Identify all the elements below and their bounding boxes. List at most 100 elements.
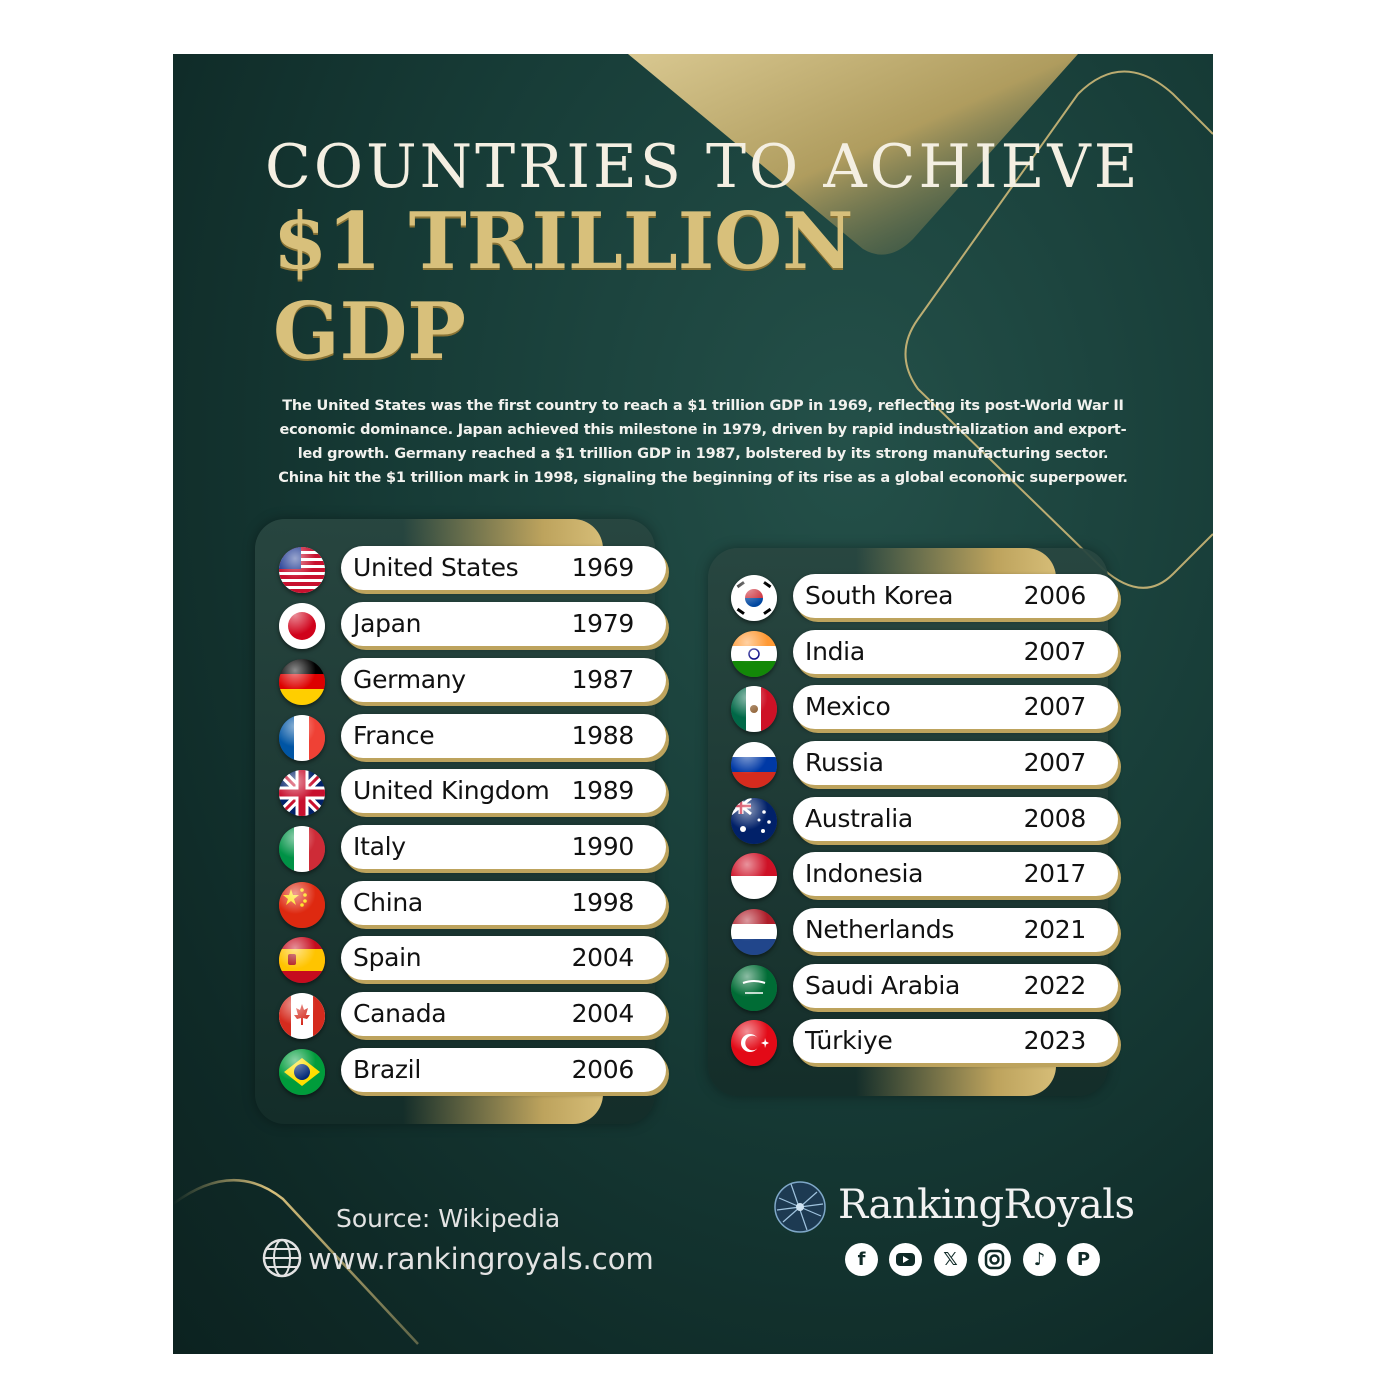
country-pill: United Kingdom 1989 xyxy=(341,769,666,813)
list-item: United Kingdom 1989 xyxy=(279,769,679,816)
country-name: Japan xyxy=(353,609,422,638)
panel-right-tab-bottom xyxy=(856,1066,1056,1096)
list-item: Russia 2007 xyxy=(731,741,1131,788)
country-pill: Japan 1979 xyxy=(341,602,666,646)
country-pill: Brazil 2006 xyxy=(341,1048,666,1092)
list-item: Brazil 2006 xyxy=(279,1048,679,1095)
title-line-2: $1 TRILLION xyxy=(273,196,854,287)
country-name: United Kingdom xyxy=(353,776,550,805)
country-name: Canada xyxy=(353,999,447,1028)
country-year: 2006 xyxy=(1023,581,1087,610)
list-item: Netherlands 2021 xyxy=(731,908,1131,955)
country-year: 1990 xyxy=(571,832,635,861)
country-year: 1969 xyxy=(571,553,635,582)
country-pill: Saudi Arabia 2022 xyxy=(793,964,1118,1008)
country-year: 2022 xyxy=(1023,971,1087,1000)
social-links: f 𝕏 ♪ P xyxy=(845,1243,1105,1277)
brazil-flag-icon xyxy=(279,1049,325,1095)
youtube-icon[interactable] xyxy=(889,1243,922,1276)
country-year: 1979 xyxy=(571,609,635,638)
spain-flag-icon xyxy=(279,937,325,983)
country-pill: China 1998 xyxy=(341,881,666,925)
country-year: 2004 xyxy=(571,999,635,1028)
panel-left-tab-bottom xyxy=(403,1094,603,1124)
website-link[interactable]: www.rankingroyals.com xyxy=(308,1242,654,1276)
country-name: United States xyxy=(353,553,519,582)
panel-right-tab-top xyxy=(856,548,1056,578)
country-name: Türkiye xyxy=(805,1026,893,1055)
list-item: Indonesia 2017 xyxy=(731,852,1131,899)
japan-flag-icon xyxy=(279,603,325,649)
globe-logo-icon xyxy=(774,1181,826,1233)
list-item: Saudi Arabia 2022 xyxy=(731,964,1131,1011)
facebook-icon[interactable]: f xyxy=(845,1243,878,1276)
country-year: 2008 xyxy=(1023,804,1087,833)
country-pill: Türkiye 2023 xyxy=(793,1019,1118,1063)
us-flag-icon xyxy=(279,547,325,593)
country-name: India xyxy=(805,637,865,666)
list-item: Italy 1990 xyxy=(279,825,679,872)
russia-flag-icon xyxy=(731,742,777,788)
list-item: Mexico 2007 xyxy=(731,685,1131,732)
country-pill: France 1988 xyxy=(341,714,666,758)
country-year: 2023 xyxy=(1023,1026,1087,1055)
country-pill: India 2007 xyxy=(793,630,1118,674)
india-flag-icon xyxy=(731,631,777,677)
title-line-3: GDP xyxy=(273,286,466,377)
country-name: Indonesia xyxy=(805,859,924,888)
list-item: Spain 2004 xyxy=(279,936,679,983)
country-year: 1989 xyxy=(571,776,635,805)
indonesia-flag-icon xyxy=(731,853,777,899)
south-korea-flag-icon xyxy=(731,575,777,621)
country-pill: Canada 2004 xyxy=(341,992,666,1036)
country-year: 2004 xyxy=(571,943,635,972)
australia-flag-icon xyxy=(731,798,777,844)
pinterest-icon[interactable]: P xyxy=(1067,1243,1100,1276)
list-item: France 1988 xyxy=(279,714,679,761)
country-year: 2007 xyxy=(1023,637,1087,666)
description: The United States was the first country … xyxy=(278,398,1128,486)
country-year: 1998 xyxy=(571,888,635,917)
mexico-flag-icon xyxy=(731,686,777,732)
globe-icon xyxy=(262,1238,302,1278)
list-item: China 1998 xyxy=(279,881,679,928)
list-item: Germany 1987 xyxy=(279,658,679,705)
brand-name: RankingRoyals xyxy=(838,1182,1135,1228)
country-pill: Spain 2004 xyxy=(341,936,666,980)
panel-left-tab-top xyxy=(403,519,603,549)
country-year: 2021 xyxy=(1023,915,1087,944)
country-name: Italy xyxy=(353,832,406,861)
turkiye-flag-icon xyxy=(731,1020,777,1066)
country-pill: United States 1969 xyxy=(341,546,666,590)
country-pill: Germany 1987 xyxy=(341,658,666,702)
germany-flag-icon xyxy=(279,659,325,705)
country-name: South Korea xyxy=(805,581,954,610)
country-pill: Italy 1990 xyxy=(341,825,666,869)
country-year: 2007 xyxy=(1023,692,1087,721)
country-name: France xyxy=(353,721,435,750)
uk-flag-icon xyxy=(279,770,325,816)
source-label: Source: Wikipedia xyxy=(336,1204,561,1233)
country-pill: Indonesia 2017 xyxy=(793,852,1118,896)
netherlands-flag-icon xyxy=(731,909,777,955)
x-icon[interactable]: 𝕏 xyxy=(934,1243,967,1276)
country-pill: Mexico 2007 xyxy=(793,685,1118,729)
country-pill: Russia 2007 xyxy=(793,741,1118,785)
country-name: Germany xyxy=(353,665,466,694)
country-pill: South Korea 2006 xyxy=(793,574,1118,618)
list-item: India 2007 xyxy=(731,630,1131,677)
title-line-1: COUNTRIES TO ACHIEVE xyxy=(265,132,1141,202)
saudi-arabia-flag-icon xyxy=(731,965,777,1011)
canada-flag-icon xyxy=(279,993,325,1039)
country-name: China xyxy=(353,888,423,917)
france-flag-icon xyxy=(279,715,325,761)
list-item: Türkiye 2023 xyxy=(731,1019,1131,1066)
country-year: 2006 xyxy=(571,1055,635,1084)
tiktok-icon[interactable]: ♪ xyxy=(1023,1243,1056,1276)
country-pill: Australia 2008 xyxy=(793,797,1118,841)
country-name: Brazil xyxy=(353,1055,421,1084)
china-flag-icon xyxy=(279,882,325,928)
instagram-icon[interactable] xyxy=(978,1243,1011,1276)
list-item: Canada 2004 xyxy=(279,992,679,1039)
poster: COUNTRIES TO ACHIEVE $1 TRILLION GDP The… xyxy=(173,54,1213,1354)
